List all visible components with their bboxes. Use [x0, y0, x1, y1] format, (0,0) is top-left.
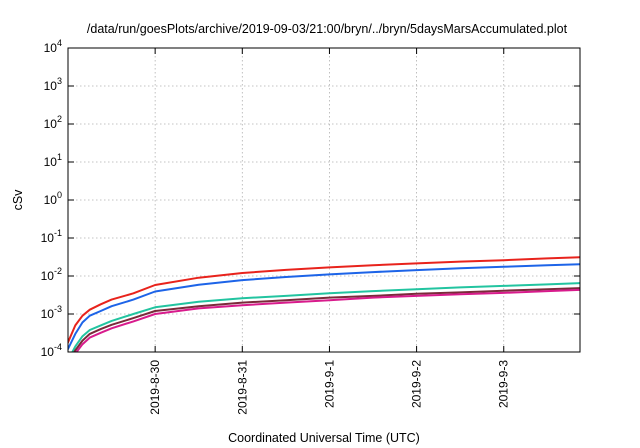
y-tick-exponent: -1 — [54, 228, 62, 238]
y-tick-label: 103 — [44, 76, 62, 93]
series-line-1 — [68, 256, 580, 344]
x-tick-label: 2019-8-30 — [148, 360, 162, 415]
y-tick-label: 102 — [44, 114, 62, 131]
y-tick-base: 10 — [41, 231, 55, 245]
y-tick-label: 101 — [44, 152, 62, 169]
y-tick-base: 10 — [41, 269, 55, 283]
grid-layer — [68, 48, 580, 352]
y-tick-exponent: -3 — [54, 304, 62, 314]
y-tick-label: 10-1 — [41, 228, 62, 245]
y-tick-label: 104 — [44, 38, 62, 55]
x-tick-labels: 2019-8-30 2019-8-31 2019-9-1 2019-9-2 2019-9… — [148, 360, 511, 415]
y-tick-exponent: -2 — [54, 266, 62, 276]
x-tick-label: 2019-9-2 — [410, 360, 424, 408]
series-line-4 — [73, 287, 580, 352]
y-axis-label: cSv — [11, 189, 25, 211]
y-tick-exponent: 0 — [57, 190, 62, 200]
series-layer — [68, 256, 580, 352]
y-tick-base: 10 — [44, 155, 58, 169]
y-tick-label: 100 — [44, 190, 62, 207]
y-tick-base: 10 — [44, 41, 58, 55]
y-tick-exponent: -4 — [54, 342, 62, 352]
x-tick-label: 2019-9-1 — [322, 360, 336, 408]
y-tick-base: 10 — [41, 307, 55, 321]
y-tick-label: 10-4 — [41, 342, 62, 359]
y-tick-base: 10 — [44, 193, 58, 207]
y-tick-base: 10 — [44, 79, 58, 93]
y-tick-base: 10 — [44, 117, 58, 131]
x-axis-label: Coordinated Universal Time (UTC) — [228, 431, 420, 445]
chart-title: /data/run/goesPlots/archive/2019-09-03/2… — [87, 22, 568, 36]
y-tick-exponent: 3 — [57, 76, 62, 86]
tick-layer — [68, 47, 580, 353]
y-tick-label: 10-2 — [41, 266, 62, 283]
x-tick-label: 2019-8-31 — [235, 360, 249, 415]
y-tick-base: 10 — [41, 345, 55, 359]
y-tick-exponent: 1 — [57, 152, 62, 162]
y-tick-exponent: 2 — [57, 114, 62, 124]
series-line-5 — [75, 288, 580, 352]
y-tick-exponent: 4 — [57, 38, 62, 48]
series-line-2 — [68, 263, 580, 350]
x-tick-label: 2019-9-3 — [497, 360, 511, 408]
y-tick-label: 10-3 — [41, 304, 62, 321]
series-line-3 — [71, 282, 580, 352]
